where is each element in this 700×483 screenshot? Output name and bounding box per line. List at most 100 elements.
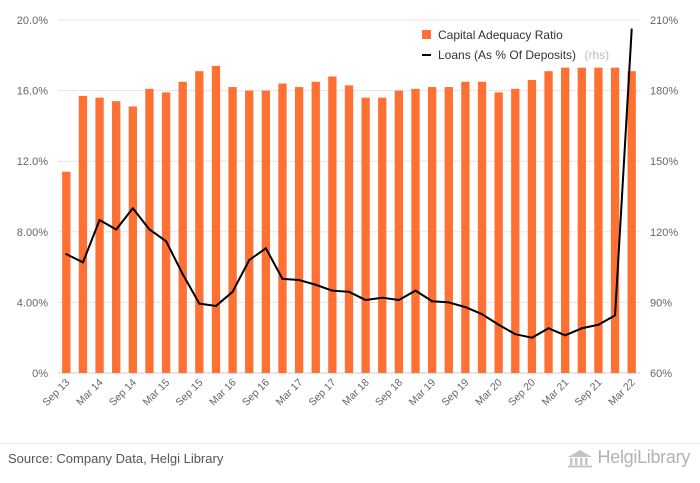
bar <box>78 95 88 374</box>
line-point <box>331 289 334 292</box>
left-tick-label: 8.00% <box>17 227 48 239</box>
line-point <box>564 334 567 337</box>
line-point <box>115 228 118 231</box>
bar <box>411 88 420 374</box>
line-point <box>530 336 533 339</box>
bar <box>344 85 354 374</box>
bar <box>361 97 370 373</box>
right-tick-label: 120% <box>650 227 678 239</box>
legend-label-loans-name: Loans (As % Of Deposits) <box>438 48 576 62</box>
line-point <box>65 253 68 256</box>
bar <box>527 80 537 373</box>
x-tick-label: Sep 21 <box>573 377 605 409</box>
x-tick-label: Sep 13 <box>40 377 72 409</box>
bar <box>161 92 171 374</box>
right-tick-label: 210% <box>650 15 678 27</box>
x-tick-label: Mar 21 <box>540 377 572 409</box>
line-point <box>614 314 617 317</box>
bar <box>561 67 570 373</box>
bar <box>494 92 503 374</box>
right-axis-ticks: 60% 90% 120% 150% 180% 210% <box>650 15 678 380</box>
helgi-library-building-icon <box>567 449 592 467</box>
bar <box>95 97 104 373</box>
bar <box>294 87 304 373</box>
x-tick-label: Mar 20 <box>473 377 505 409</box>
line-point <box>364 299 367 302</box>
bar <box>211 65 221 373</box>
line-point <box>348 290 350 293</box>
bar <box>145 88 154 374</box>
line-point <box>481 313 484 316</box>
x-tick-label: Mar 18 <box>340 377 372 409</box>
bar <box>627 71 636 373</box>
line-point <box>81 261 84 264</box>
line-point <box>231 290 234 293</box>
x-axis-ticks: Sep 13 Mar 14 Sep 14 Mar 15 Sep 15 Mar 16 Sep … <box>40 377 637 409</box>
bar <box>378 97 387 373</box>
x-tick-label: Sep 18 <box>373 377 405 409</box>
left-tick-label: 12.0% <box>17 156 48 168</box>
line-point <box>381 296 384 299</box>
x-tick-label: Mar 15 <box>141 377 173 409</box>
bar <box>228 87 237 373</box>
footer-divider <box>0 443 700 444</box>
line-point <box>414 289 417 292</box>
left-tick-label: 0% <box>32 368 48 380</box>
x-tick-label: Mar 17 <box>274 377 306 409</box>
x-tick-label: Sep 17 <box>306 377 338 409</box>
x-tick-label: Sep 19 <box>440 377 472 409</box>
bar <box>594 67 603 373</box>
legend-label-loans: Loans (As % Of Deposits) (rhs) <box>438 46 609 63</box>
line-point <box>397 299 400 302</box>
x-tick-label: Sep 14 <box>107 377 139 409</box>
line-point <box>447 301 450 304</box>
line-point <box>214 304 217 307</box>
line-point <box>248 259 251 262</box>
line-point <box>298 279 301 282</box>
line-point <box>464 306 467 309</box>
left-tick-label: 4.00% <box>17 297 48 309</box>
x-tick-label: Sep 16 <box>240 377 272 409</box>
line-point <box>580 327 583 330</box>
line-point <box>314 283 317 286</box>
legend: Capital Adequacy Ratio Loans (As % Of De… <box>422 28 609 63</box>
bar-series-capital-adequacy <box>62 65 636 374</box>
line-point <box>514 333 517 336</box>
x-tick-label: Mar 19 <box>407 377 439 409</box>
bar <box>245 90 254 373</box>
brand-name: HelgiLibrary <box>597 447 691 467</box>
bar <box>444 87 453 373</box>
line-point <box>198 302 201 305</box>
right-tick-label: 60% <box>650 368 672 380</box>
right-tick-label: 180% <box>650 86 678 98</box>
bar <box>577 67 586 373</box>
chart: 0% 4.00% 8.00% 12.0% 16.0% 20.0% 60% 90% 120% 15… <box>17 15 679 409</box>
line-point <box>281 277 284 280</box>
line-point <box>597 323 600 326</box>
bar <box>195 71 204 373</box>
left-axis-ticks: 0% 4.00% 8.00% 12.0% 16.0% 20.0% <box>17 15 48 380</box>
x-tick-label: Mar 16 <box>207 377 239 409</box>
x-tick-label: Mar 22 <box>606 377 638 409</box>
right-tick-label: 90% <box>650 297 672 309</box>
bar <box>461 81 470 374</box>
bar <box>62 171 71 373</box>
bar <box>311 81 320 374</box>
legend-label-loans-suffix: (rhs) <box>585 48 610 62</box>
bar <box>477 81 487 374</box>
bar <box>544 71 553 373</box>
line-point <box>497 323 500 326</box>
line-point <box>630 28 633 31</box>
line-series-loans-to-deposits <box>65 28 633 339</box>
left-tick-label: 16.0% <box>17 86 48 98</box>
bar <box>128 106 137 374</box>
line-point <box>148 228 151 231</box>
brand-logo: HelgiLibrary <box>567 447 690 468</box>
line-point <box>181 273 184 276</box>
x-tick-label: Mar 14 <box>74 377 106 409</box>
bar <box>610 67 620 373</box>
bar <box>511 88 520 374</box>
right-tick-label: 150% <box>650 156 678 168</box>
bar <box>278 83 287 373</box>
legend-swatch-capital-adequacy <box>422 30 431 39</box>
